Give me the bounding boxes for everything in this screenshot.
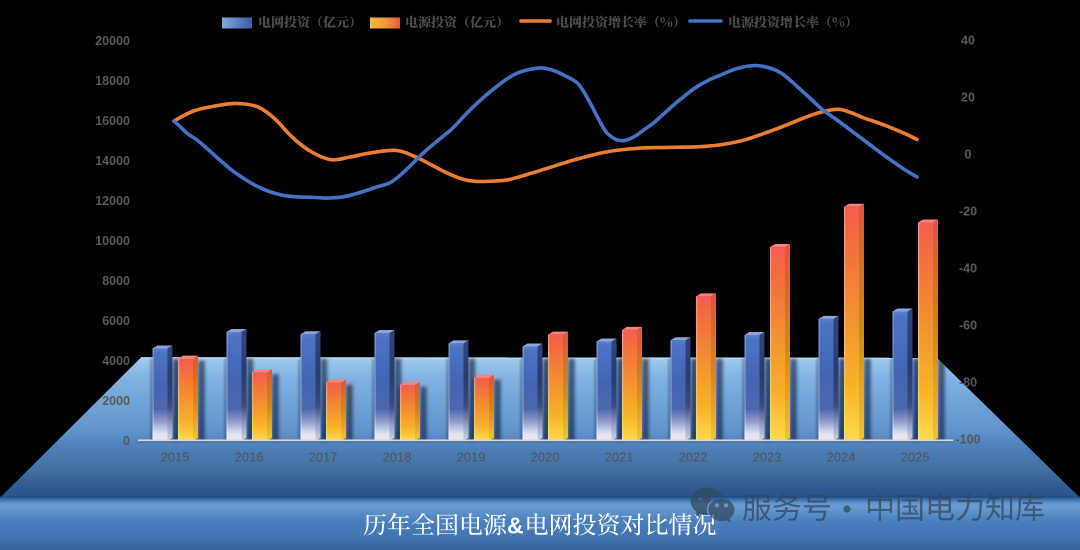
svg-text:6000: 6000: [102, 314, 130, 328]
svg-text:-40: -40: [959, 261, 977, 275]
svg-text:0: 0: [965, 147, 972, 161]
svg-text:2015: 2015: [161, 449, 190, 464]
svg-text:-60: -60: [959, 318, 977, 332]
svg-text:18000: 18000: [95, 74, 130, 88]
svg-text:10000: 10000: [95, 234, 130, 248]
svg-text:2000: 2000: [102, 394, 130, 408]
svg-text:8000: 8000: [102, 274, 130, 288]
svg-text:2018: 2018: [383, 449, 412, 464]
svg-text:2016: 2016: [235, 449, 264, 464]
svg-text:2025: 2025: [901, 449, 930, 464]
svg-text:2024: 2024: [827, 449, 856, 464]
svg-text:12000: 12000: [95, 194, 130, 208]
svg-text:40: 40: [961, 33, 975, 47]
svg-text:0: 0: [123, 434, 130, 448]
svg-text:-80: -80: [959, 375, 977, 389]
svg-text:4000: 4000: [102, 354, 130, 368]
svg-text:2017: 2017: [309, 449, 338, 464]
svg-text:20: 20: [961, 90, 975, 104]
svg-text:2019: 2019: [457, 449, 486, 464]
svg-text:-100: -100: [955, 432, 980, 446]
svg-text:&: &: [507, 513, 524, 539]
svg-text:20000: 20000: [95, 34, 130, 48]
svg-text:2023: 2023: [753, 449, 782, 464]
svg-text:14000: 14000: [95, 154, 130, 168]
svg-text:2022: 2022: [679, 449, 708, 464]
svg-text:16000: 16000: [95, 114, 130, 128]
svg-text:-20: -20: [959, 204, 977, 218]
svg-text:2020: 2020: [531, 449, 560, 464]
svg-text:2021: 2021: [605, 449, 634, 464]
